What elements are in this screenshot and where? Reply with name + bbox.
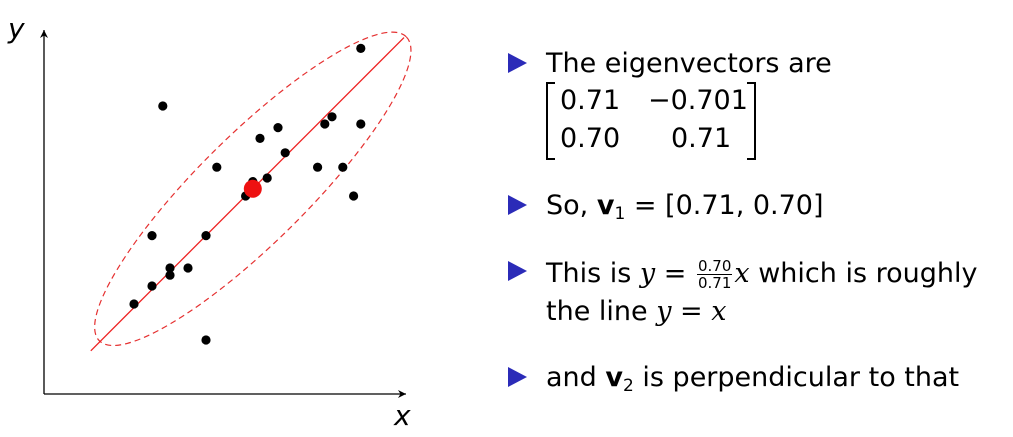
fraction: 0.70 0.71 xyxy=(696,257,733,292)
data-point xyxy=(183,263,193,273)
matrix-r2c1: 0.70 xyxy=(560,123,621,154)
data-point xyxy=(212,162,222,172)
bullet-text: So, v1 = [0.71, 0.70] xyxy=(546,190,824,224)
bullet-text: The eigenvectors are xyxy=(546,48,832,79)
data-point xyxy=(201,335,211,345)
bullet-text-line2: the line y = x xyxy=(546,296,727,327)
scatter-plot: x y xyxy=(7,12,412,432)
matrix-r1c1: 0.71 xyxy=(560,85,621,116)
eigenvector-matrix: 0.71 −0.701 0.70 0.71 xyxy=(546,82,756,160)
bullet-text: This is y = 0.70 0.71 x which is roughly xyxy=(546,257,978,292)
confidence-ellipse xyxy=(94,31,412,347)
data-point xyxy=(273,123,283,133)
matrix-left-bracket xyxy=(546,82,555,160)
data-point xyxy=(165,263,175,273)
bullet-triangle-icon xyxy=(508,53,527,73)
data-point xyxy=(280,148,290,158)
data-point xyxy=(327,112,337,122)
x-axis-label: x xyxy=(393,399,411,432)
data-point xyxy=(356,43,366,54)
data-point xyxy=(201,231,211,241)
data-point xyxy=(338,162,348,172)
bullet-triangle-icon xyxy=(508,195,527,215)
data-point xyxy=(356,119,366,129)
data-point xyxy=(147,281,157,291)
data-point xyxy=(349,191,359,201)
bullet-text: and v2 is perpendicular to that xyxy=(546,362,960,396)
data-point xyxy=(320,119,330,129)
data-point xyxy=(313,162,323,172)
data-point xyxy=(165,270,175,280)
bullet-triangle-icon xyxy=(508,367,527,387)
vector-v2: v xyxy=(605,362,623,393)
matrix-right-bracket xyxy=(747,82,756,160)
data-point xyxy=(158,101,168,111)
data-point xyxy=(262,173,272,183)
matrix-r1c2: −0.701 xyxy=(648,85,748,116)
vector-v1: v xyxy=(596,190,615,221)
data-point xyxy=(147,231,157,241)
data-point xyxy=(255,133,265,143)
data-point xyxy=(129,299,139,309)
matrix-r2c2: 0.71 xyxy=(671,123,732,154)
bullet-triangle-icon xyxy=(508,261,527,281)
mean-point xyxy=(243,179,262,198)
y-axis-label: y xyxy=(7,12,25,45)
